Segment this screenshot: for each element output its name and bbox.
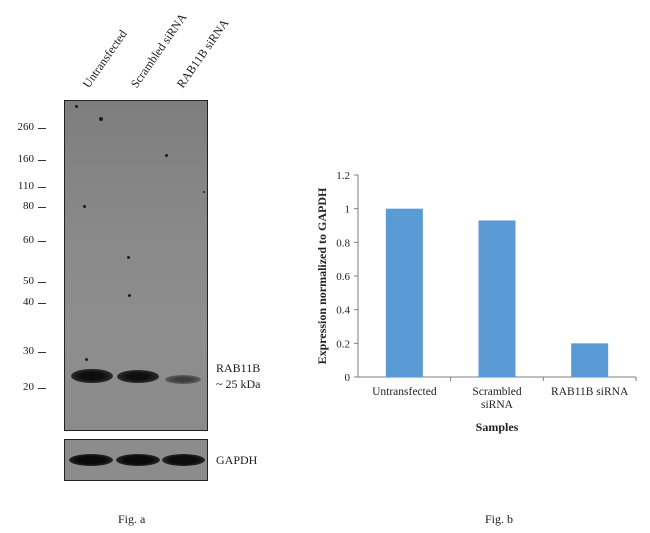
mw-tick [38,160,46,161]
mw-label-40: 40 [23,296,34,308]
mw-tick [38,241,46,242]
blot-speck [85,358,88,361]
mw-label-30: 30 [23,345,34,357]
y-tick-label: 0.2 [336,338,350,350]
y-axis-title: Expression normalized to GAPDH [315,187,329,364]
x-tick-label: Untransfected [372,386,437,398]
x-tick-label: Scrambled [472,386,521,398]
blot-speck [128,294,131,297]
mw-label-60: 60 [23,234,34,246]
band-rab11b-knockdown [165,375,201,384]
target-protein-label: RAB11B [216,361,261,375]
mw-label-160: 160 [17,153,35,165]
blot-speck [203,191,205,193]
mw-tick [38,388,46,389]
bar-2 [478,220,516,377]
loading-control-label: GAPDH [216,453,258,467]
mw-tick [38,303,46,304]
target-size-label: ~ 25 kDa [216,377,261,391]
x-tick-label: RAB11B siRNA [551,386,629,398]
x-axis-title: Samples [476,420,519,434]
x-tick-label: siRNA [481,399,514,411]
bar-3 [571,343,609,377]
band-gapdh-knockdown [162,454,205,466]
mw-label-260: 260 [17,121,35,133]
band-gapdh-scrambled [116,454,160,466]
mw-label-110: 110 [17,180,34,192]
y-tick-label: 0 [345,372,351,384]
mw-label-20: 20 [23,381,34,393]
band-rab11b-untransfected [71,369,113,383]
mw-tick [38,282,46,283]
y-tick-label: 0.6 [336,271,350,283]
mw-label-80: 80 [23,200,34,212]
blot-speck [99,117,103,121]
blot-panel-main [64,100,208,431]
blot-speck [127,256,130,259]
mw-tick [38,352,46,353]
bar-1 [385,208,423,377]
y-tick-label: 0.8 [336,237,350,249]
figure-b-caption: Fig. b [485,512,514,526]
blot-speck [165,154,168,157]
mw-label-50: 50 [23,275,34,287]
y-tick-label: 0.4 [336,305,350,317]
y-tick-label: 1 [345,204,351,216]
band-gapdh-untransfected [69,454,113,466]
y-tick-label: 1.2 [336,170,350,182]
blot-speck [75,105,78,108]
mw-tick [38,187,46,188]
bar-chart-plot: 0 0.2 0.4 0.6 0.8 1 1.2 Untransfected Scrambleds… [315,170,637,434]
blot-speck [83,205,86,208]
figure-a-caption: Fig. a [118,512,146,526]
blot-panel-gapdh [64,439,208,481]
band-rab11b-scrambled [117,370,159,383]
mw-tick [38,128,46,129]
mw-tick [38,207,46,208]
